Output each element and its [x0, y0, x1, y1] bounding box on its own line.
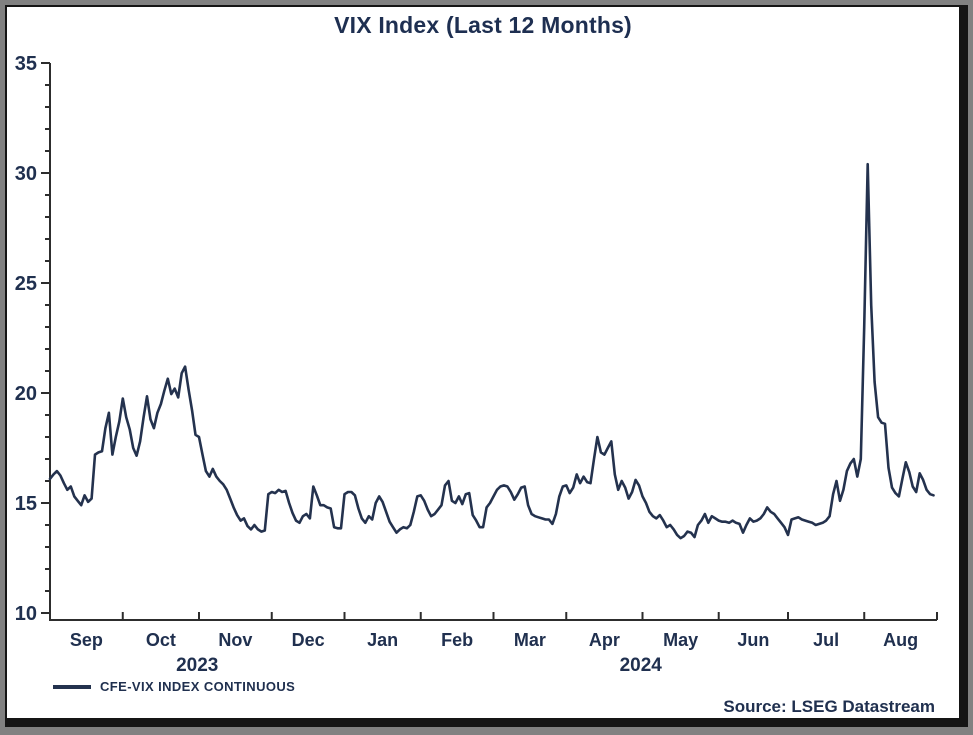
vix-plot-area: 10 15 20 25 30 35 Sep Oct Nov Dec Jan Feb Mar Apr May J…	[15, 53, 938, 676]
x-month-label: Jul	[813, 630, 839, 650]
vix-line	[48, 162, 935, 540]
x-month-label: Feb	[441, 630, 473, 650]
x-month-label: Jan	[367, 630, 398, 650]
legend-series-label: CFE-VIX INDEX CONTINUOUS	[100, 679, 296, 694]
chart-canvas: VIX Index (Last 12 Months) 10 15 20 25 30 35 S…	[5, 5, 968, 727]
x-month-label: Aug	[883, 630, 918, 650]
y-tick-label: 10	[15, 603, 37, 625]
y-tick-label: 30	[15, 163, 37, 185]
axis-lines	[49, 63, 937, 621]
x-month-label: Jun	[737, 630, 769, 650]
x-month-label: Dec	[292, 630, 325, 650]
chart-title: VIX Index (Last 12 Months)	[334, 12, 632, 38]
legend-line-swatch	[53, 684, 91, 689]
x-month-label: Oct	[146, 630, 176, 650]
y-tick-label: 15	[15, 493, 37, 515]
y-tick-label: 20	[15, 383, 37, 405]
x-month-label: Apr	[589, 630, 620, 650]
x-month-label: Nov	[218, 630, 252, 650]
source-attribution: Source: LSEG Datastream	[723, 697, 935, 716]
x-year-label: 2024	[620, 655, 663, 676]
legend: CFE-VIX INDEX CONTINUOUS	[53, 679, 295, 694]
x-month-label: Sep	[70, 630, 103, 650]
x-month-label: Mar	[514, 630, 546, 650]
y-tick-label: 25	[15, 273, 37, 295]
x-month-label: May	[663, 630, 698, 650]
y-tick-label: 35	[15, 53, 37, 75]
x-year-label: 2023	[176, 655, 218, 676]
